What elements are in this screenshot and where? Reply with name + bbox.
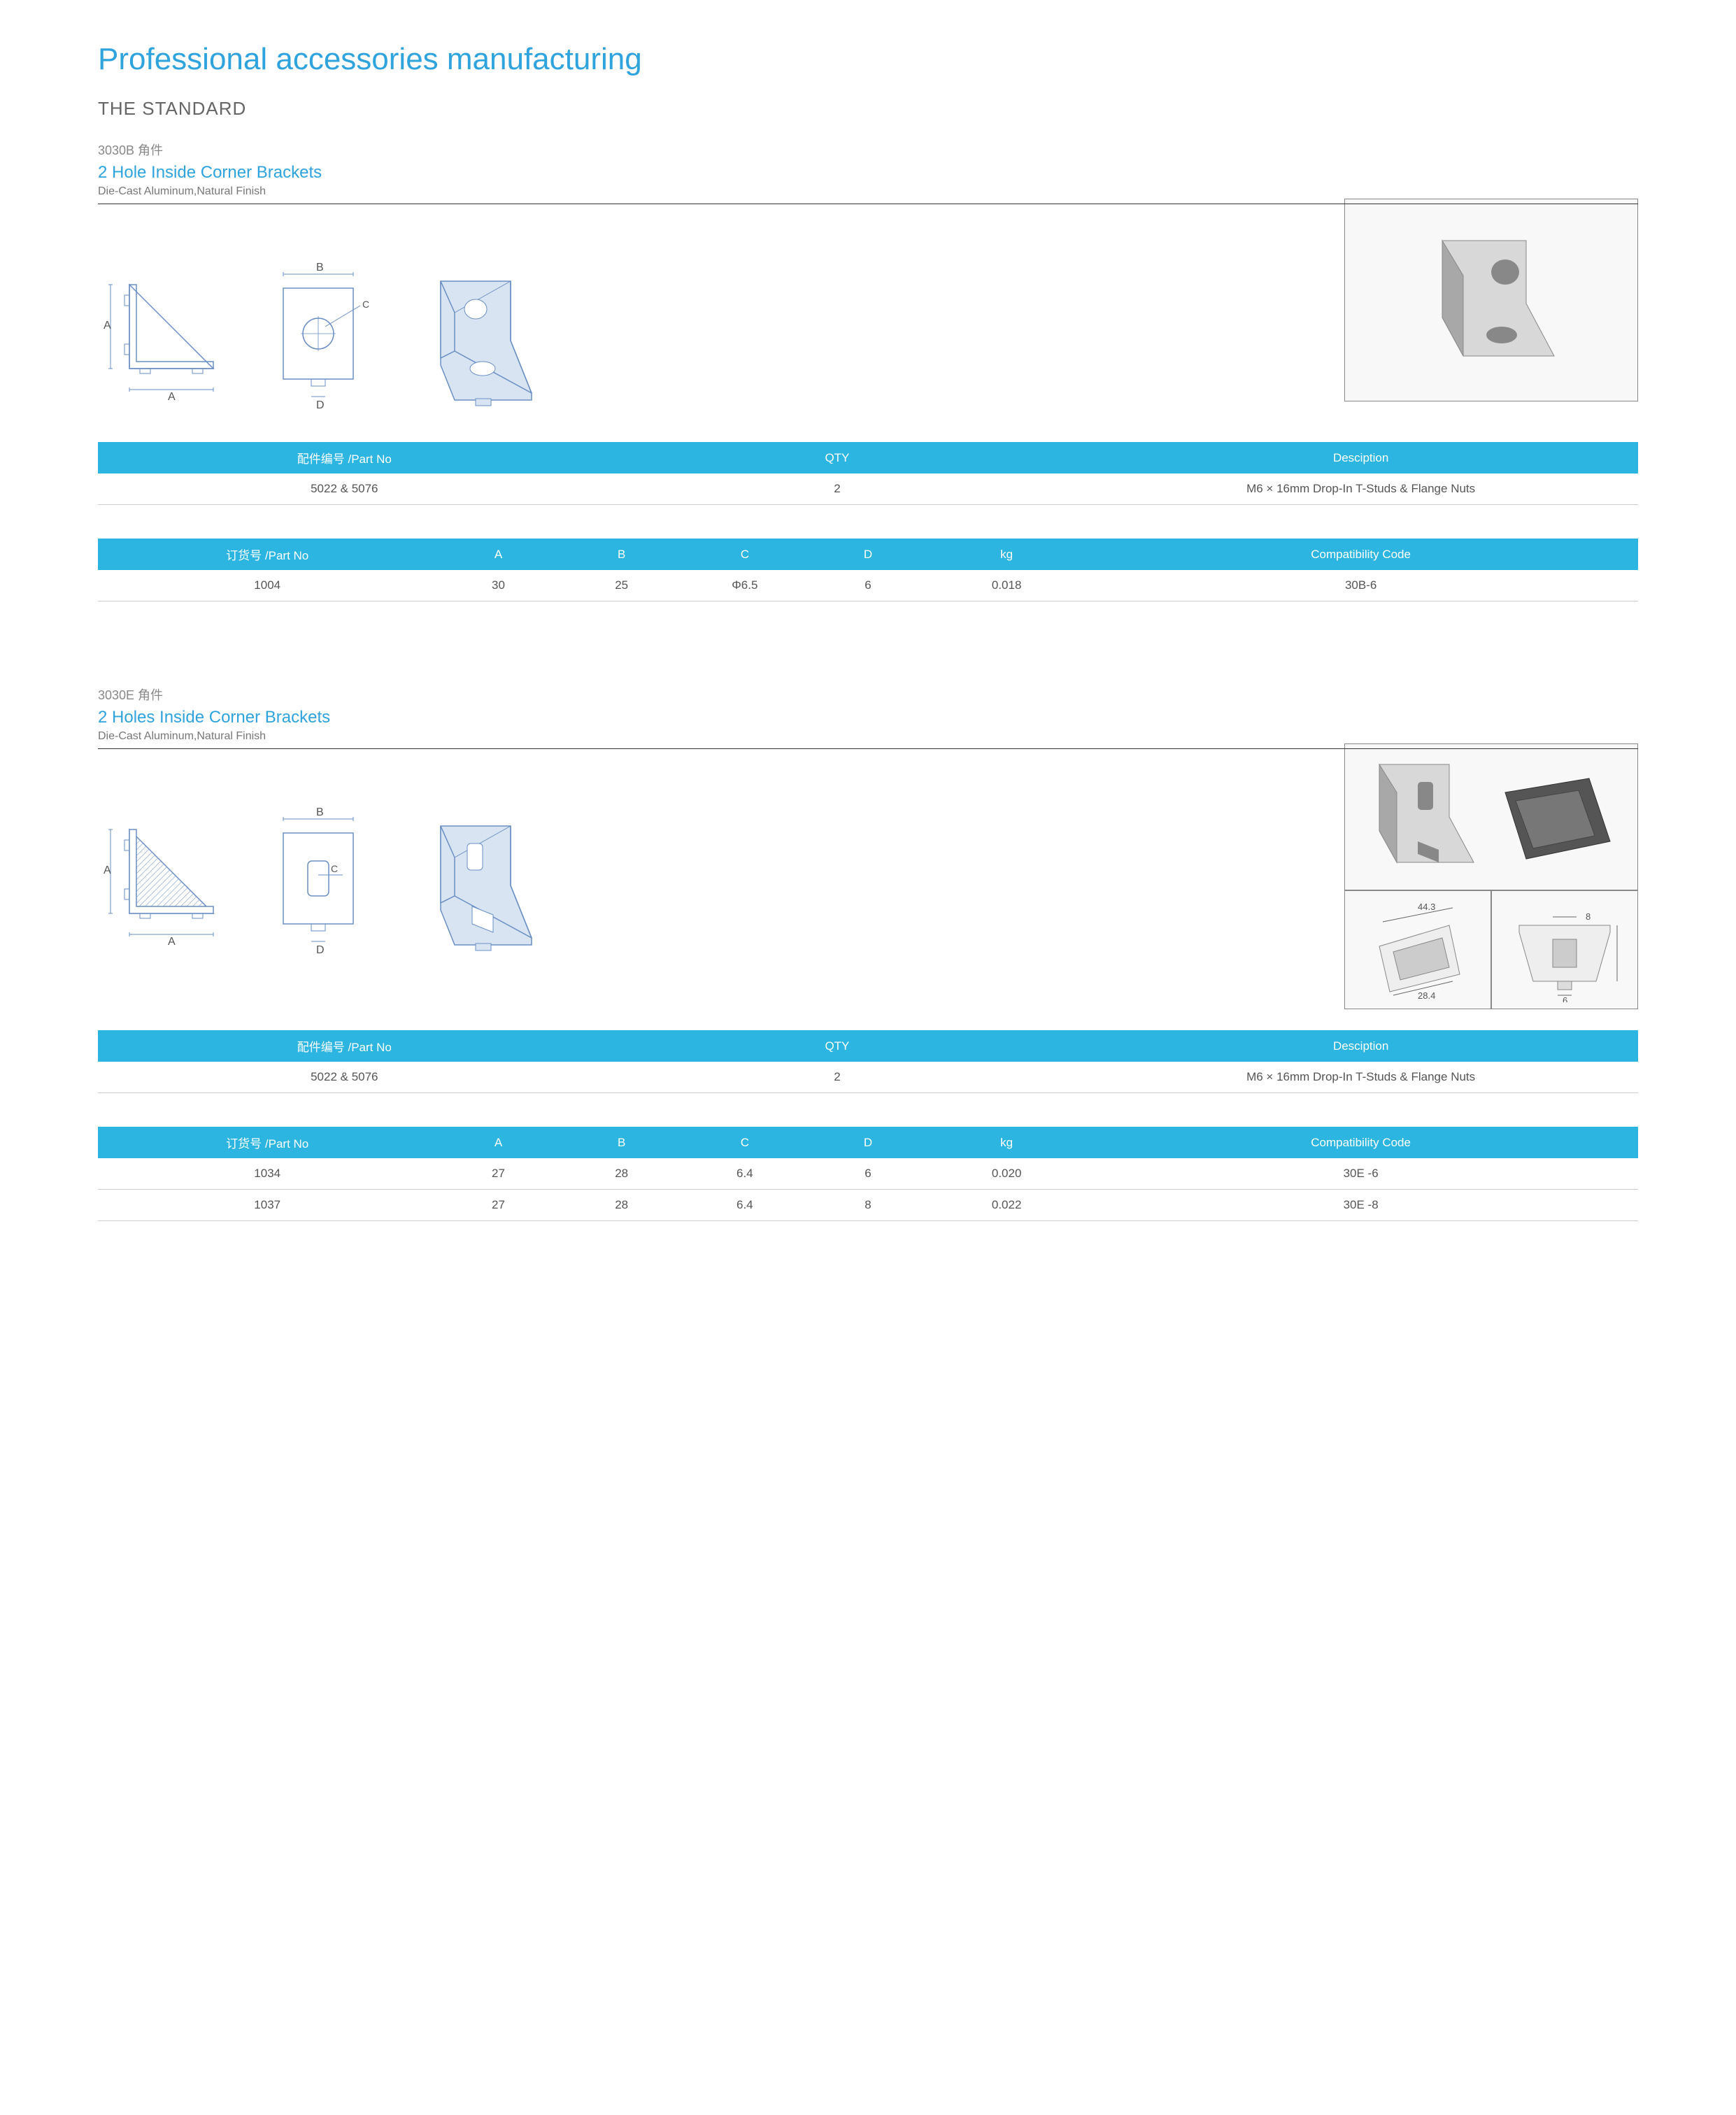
technical-diagrams: A A C B D	[98, 260, 1323, 421]
dimension-photo: 44.3 28.4	[1344, 890, 1491, 1009]
product-name: 2 Holes Inside Corner Brackets	[98, 708, 1638, 727]
svg-text:B: B	[316, 806, 324, 818]
svg-text:B: B	[316, 262, 324, 273]
iso-view-diagram	[406, 260, 553, 421]
technical-diagrams: A A C B D	[98, 805, 1323, 966]
product-section: 3030B 角件 2 Hole Inside Corner Brackets D…	[98, 141, 1638, 601]
part-code: 3030E 角件	[98, 685, 1638, 704]
product-photo	[1344, 199, 1638, 401]
page-title: Professional accessories manufacturing	[98, 42, 1638, 77]
svg-text:A: A	[104, 864, 111, 876]
front-view-diagram: C B D	[259, 260, 392, 421]
material-desc: Die-Cast Aluminum,Natural Finish	[98, 185, 1638, 198]
front-view-diagram: C B D	[259, 805, 392, 966]
data-table: 配件编号 /Part NoQTYDesciption5022 & 50762M6…	[98, 442, 1638, 505]
svg-text:C: C	[362, 299, 369, 310]
iso-view-diagram	[406, 805, 553, 966]
page-subtitle: THE STANDARD	[98, 98, 1638, 120]
side-view-diagram: A A	[98, 805, 245, 966]
material-desc: Die-Cast Aluminum,Natural Finish	[98, 730, 1638, 743]
dimension-photo: 8 6	[1491, 890, 1638, 1009]
product-name: 2 Hole Inside Corner Brackets	[98, 163, 1638, 183]
data-table: 配件编号 /Part NoQTYDesciption5022 & 50762M6…	[98, 1030, 1638, 1093]
svg-text:C: C	[331, 863, 338, 874]
svg-text:D: D	[316, 399, 325, 411]
svg-text:28.4: 28.4	[1418, 990, 1435, 1001]
svg-text:6: 6	[1563, 995, 1567, 1002]
svg-text:8: 8	[1586, 911, 1591, 922]
product-section: 3030E 角件 2 Holes Inside Corner Brackets …	[98, 685, 1638, 1221]
side-view-diagram: A A	[98, 260, 245, 421]
data-table: 订货号 /Part NoABCDkgCompatibility Code1004…	[98, 539, 1638, 601]
svg-text:44.3: 44.3	[1418, 902, 1435, 912]
svg-text:A: A	[104, 320, 111, 332]
data-table: 订货号 /Part NoABCDkgCompatibility Code1034…	[98, 1127, 1638, 1221]
svg-text:A: A	[168, 936, 176, 948]
part-code: 3030B 角件	[98, 141, 1638, 159]
svg-text:D: D	[316, 944, 325, 956]
svg-text:A: A	[168, 391, 176, 403]
product-photo	[1344, 743, 1638, 890]
